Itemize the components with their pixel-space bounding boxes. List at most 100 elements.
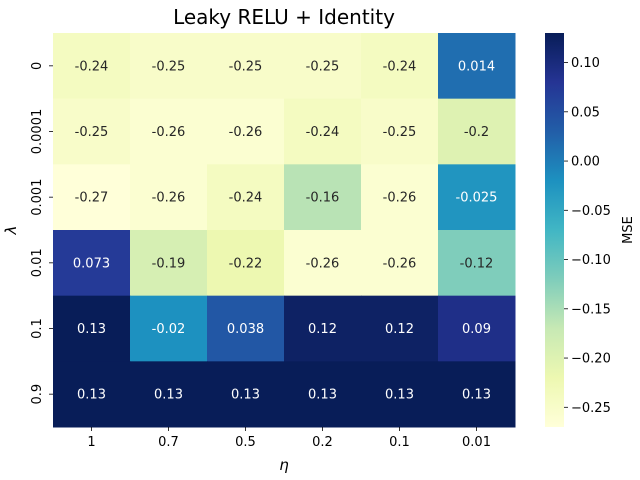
- cell-value-label: -0.25: [152, 59, 186, 74]
- colorbar-label: MSE: [621, 216, 636, 244]
- heatmap-cell: [361, 361, 439, 428]
- heatmap-cell: [284, 164, 362, 231]
- x-tick-label: 0.1: [389, 435, 410, 450]
- cell-value-label: -0.26: [229, 125, 263, 140]
- cell-value-label: -0.2: [464, 125, 489, 140]
- cell-value-label: -0.24: [75, 59, 109, 74]
- colorbar-tick-label: −0.15: [571, 302, 611, 317]
- cell-value-label: -0.27: [75, 191, 109, 206]
- heatmap-cell: [361, 230, 439, 297]
- heatmap-cell: [284, 361, 362, 428]
- y-axis-label: λ: [2, 226, 20, 236]
- colorbar-tick-label: −0.10: [571, 253, 611, 268]
- heatmap-cell: [361, 33, 439, 100]
- heatmap-cell: [207, 33, 285, 100]
- cell-value-label: 0.13: [385, 388, 414, 403]
- heatmap-cell: [438, 361, 516, 428]
- colorbar-tick-label: 0.00: [571, 155, 600, 170]
- cell-value-label: -0.25: [75, 125, 109, 140]
- heatmap-cell: [53, 361, 131, 428]
- heatmap-cell: [438, 164, 516, 231]
- cell-value-label: 0.13: [154, 388, 183, 403]
- heatmap-cell: [130, 164, 208, 231]
- cell-value-label: -0.16: [306, 191, 340, 206]
- colorbar-tick-label: −0.20: [571, 352, 611, 367]
- cell-value-label: -0.26: [383, 256, 417, 271]
- colorbar-tick-label: −0.05: [571, 204, 611, 219]
- cell-value-label: -0.25: [306, 59, 340, 74]
- heatmap-cells: -0.24 -0.25 -0.25 -0.25 -0.24 0.014 -0.25 -0.26…: [53, 33, 516, 428]
- cell-value-label: 0.073: [73, 256, 110, 271]
- cell-value-label: 0.13: [308, 388, 337, 403]
- cell-value-label: 0.038: [227, 322, 264, 337]
- cell-value-label: -0.22: [229, 256, 263, 271]
- cell-value-label: 0.13: [77, 322, 106, 337]
- cell-value-label: -0.26: [152, 125, 186, 140]
- cell-value-label: -0.24: [306, 125, 340, 140]
- heatmap-cell: [53, 33, 131, 100]
- heatmap-cell: [130, 98, 208, 165]
- x-tick-label: 0.01: [462, 435, 491, 450]
- cell-value-label: -0.26: [306, 256, 340, 271]
- cell-value-label: -0.26: [152, 191, 186, 206]
- cell-value-label: 0.13: [462, 388, 491, 403]
- y-tick-label: 0.01: [30, 248, 45, 277]
- heatmap-cell: [130, 33, 208, 100]
- cell-value-label: -0.19: [152, 256, 186, 271]
- heatmap-cell: [207, 361, 285, 428]
- colorbar: [545, 33, 564, 427]
- cell-value-label: -0.25: [383, 125, 417, 140]
- x-tick-label: 0.7: [158, 435, 179, 450]
- y-tick-label: 0.1: [30, 318, 45, 339]
- x-axis-ticks: 1 0.7 0.5 0.2 0.1 0.01: [87, 427, 491, 450]
- heatmap-cell: [361, 295, 439, 362]
- cell-value-label: -0.025: [456, 191, 498, 206]
- x-tick-label: 1: [87, 435, 95, 450]
- heatmap-cell: [53, 164, 131, 231]
- heatmap-cell: [438, 98, 516, 165]
- heatmap-cell: [207, 230, 285, 297]
- heatmap-cell: [438, 295, 516, 362]
- x-axis-label: η: [279, 456, 289, 474]
- heatmap-cell: [207, 98, 285, 165]
- chart-title: Leaky RELU + Identity: [173, 5, 395, 29]
- x-tick-label: 0.2: [312, 435, 333, 450]
- y-tick-label: 0.0001: [30, 109, 45, 155]
- heatmap-cell: [130, 361, 208, 428]
- cell-value-label: 0.13: [77, 388, 106, 403]
- heatmap-cell: [53, 230, 131, 297]
- y-tick-label: 0.001: [30, 179, 45, 216]
- heatmap-cell: [207, 164, 285, 231]
- colorbar-tick-label: −0.25: [571, 401, 611, 416]
- heatmap-cell: [53, 98, 131, 165]
- y-tick-label: 0.9: [30, 384, 45, 405]
- cell-value-label: 0.09: [462, 322, 491, 337]
- cell-value-label: 0.12: [308, 322, 337, 337]
- cell-value-label: -0.26: [383, 191, 417, 206]
- heatmap-cell: [284, 98, 362, 165]
- heatmap-cell: [130, 295, 208, 362]
- cell-value-label: -0.25: [229, 59, 263, 74]
- heatmap-cell: [361, 164, 439, 231]
- cell-value-label: -0.24: [229, 191, 263, 206]
- heatmap-cell: [284, 230, 362, 297]
- heatmap-cell: [130, 230, 208, 297]
- heatmap-cell: [438, 230, 516, 297]
- heatmap-cell: [284, 295, 362, 362]
- colorbar-tick-label: 0.10: [571, 56, 600, 71]
- heatmap-cell: [284, 33, 362, 100]
- heatmap-cell: [438, 33, 516, 100]
- cell-value-label: 0.13: [231, 388, 260, 403]
- heatmap-cell: [361, 98, 439, 165]
- colorbar-ticks: 0.10 0.05 0.00 −0.05 −0.10 −0.15 −0.20 −0.25: [564, 56, 611, 416]
- colorbar-tick-label: 0.05: [571, 105, 600, 120]
- heatmap-cell: [53, 295, 131, 362]
- heatmap-cell: [207, 295, 285, 362]
- x-tick-label: 0.5: [235, 435, 256, 450]
- cell-value-label: 0.014: [458, 59, 495, 74]
- cell-value-label: -0.12: [460, 256, 494, 271]
- cell-value-label: -0.24: [383, 59, 417, 74]
- cell-value-label: -0.02: [152, 322, 186, 337]
